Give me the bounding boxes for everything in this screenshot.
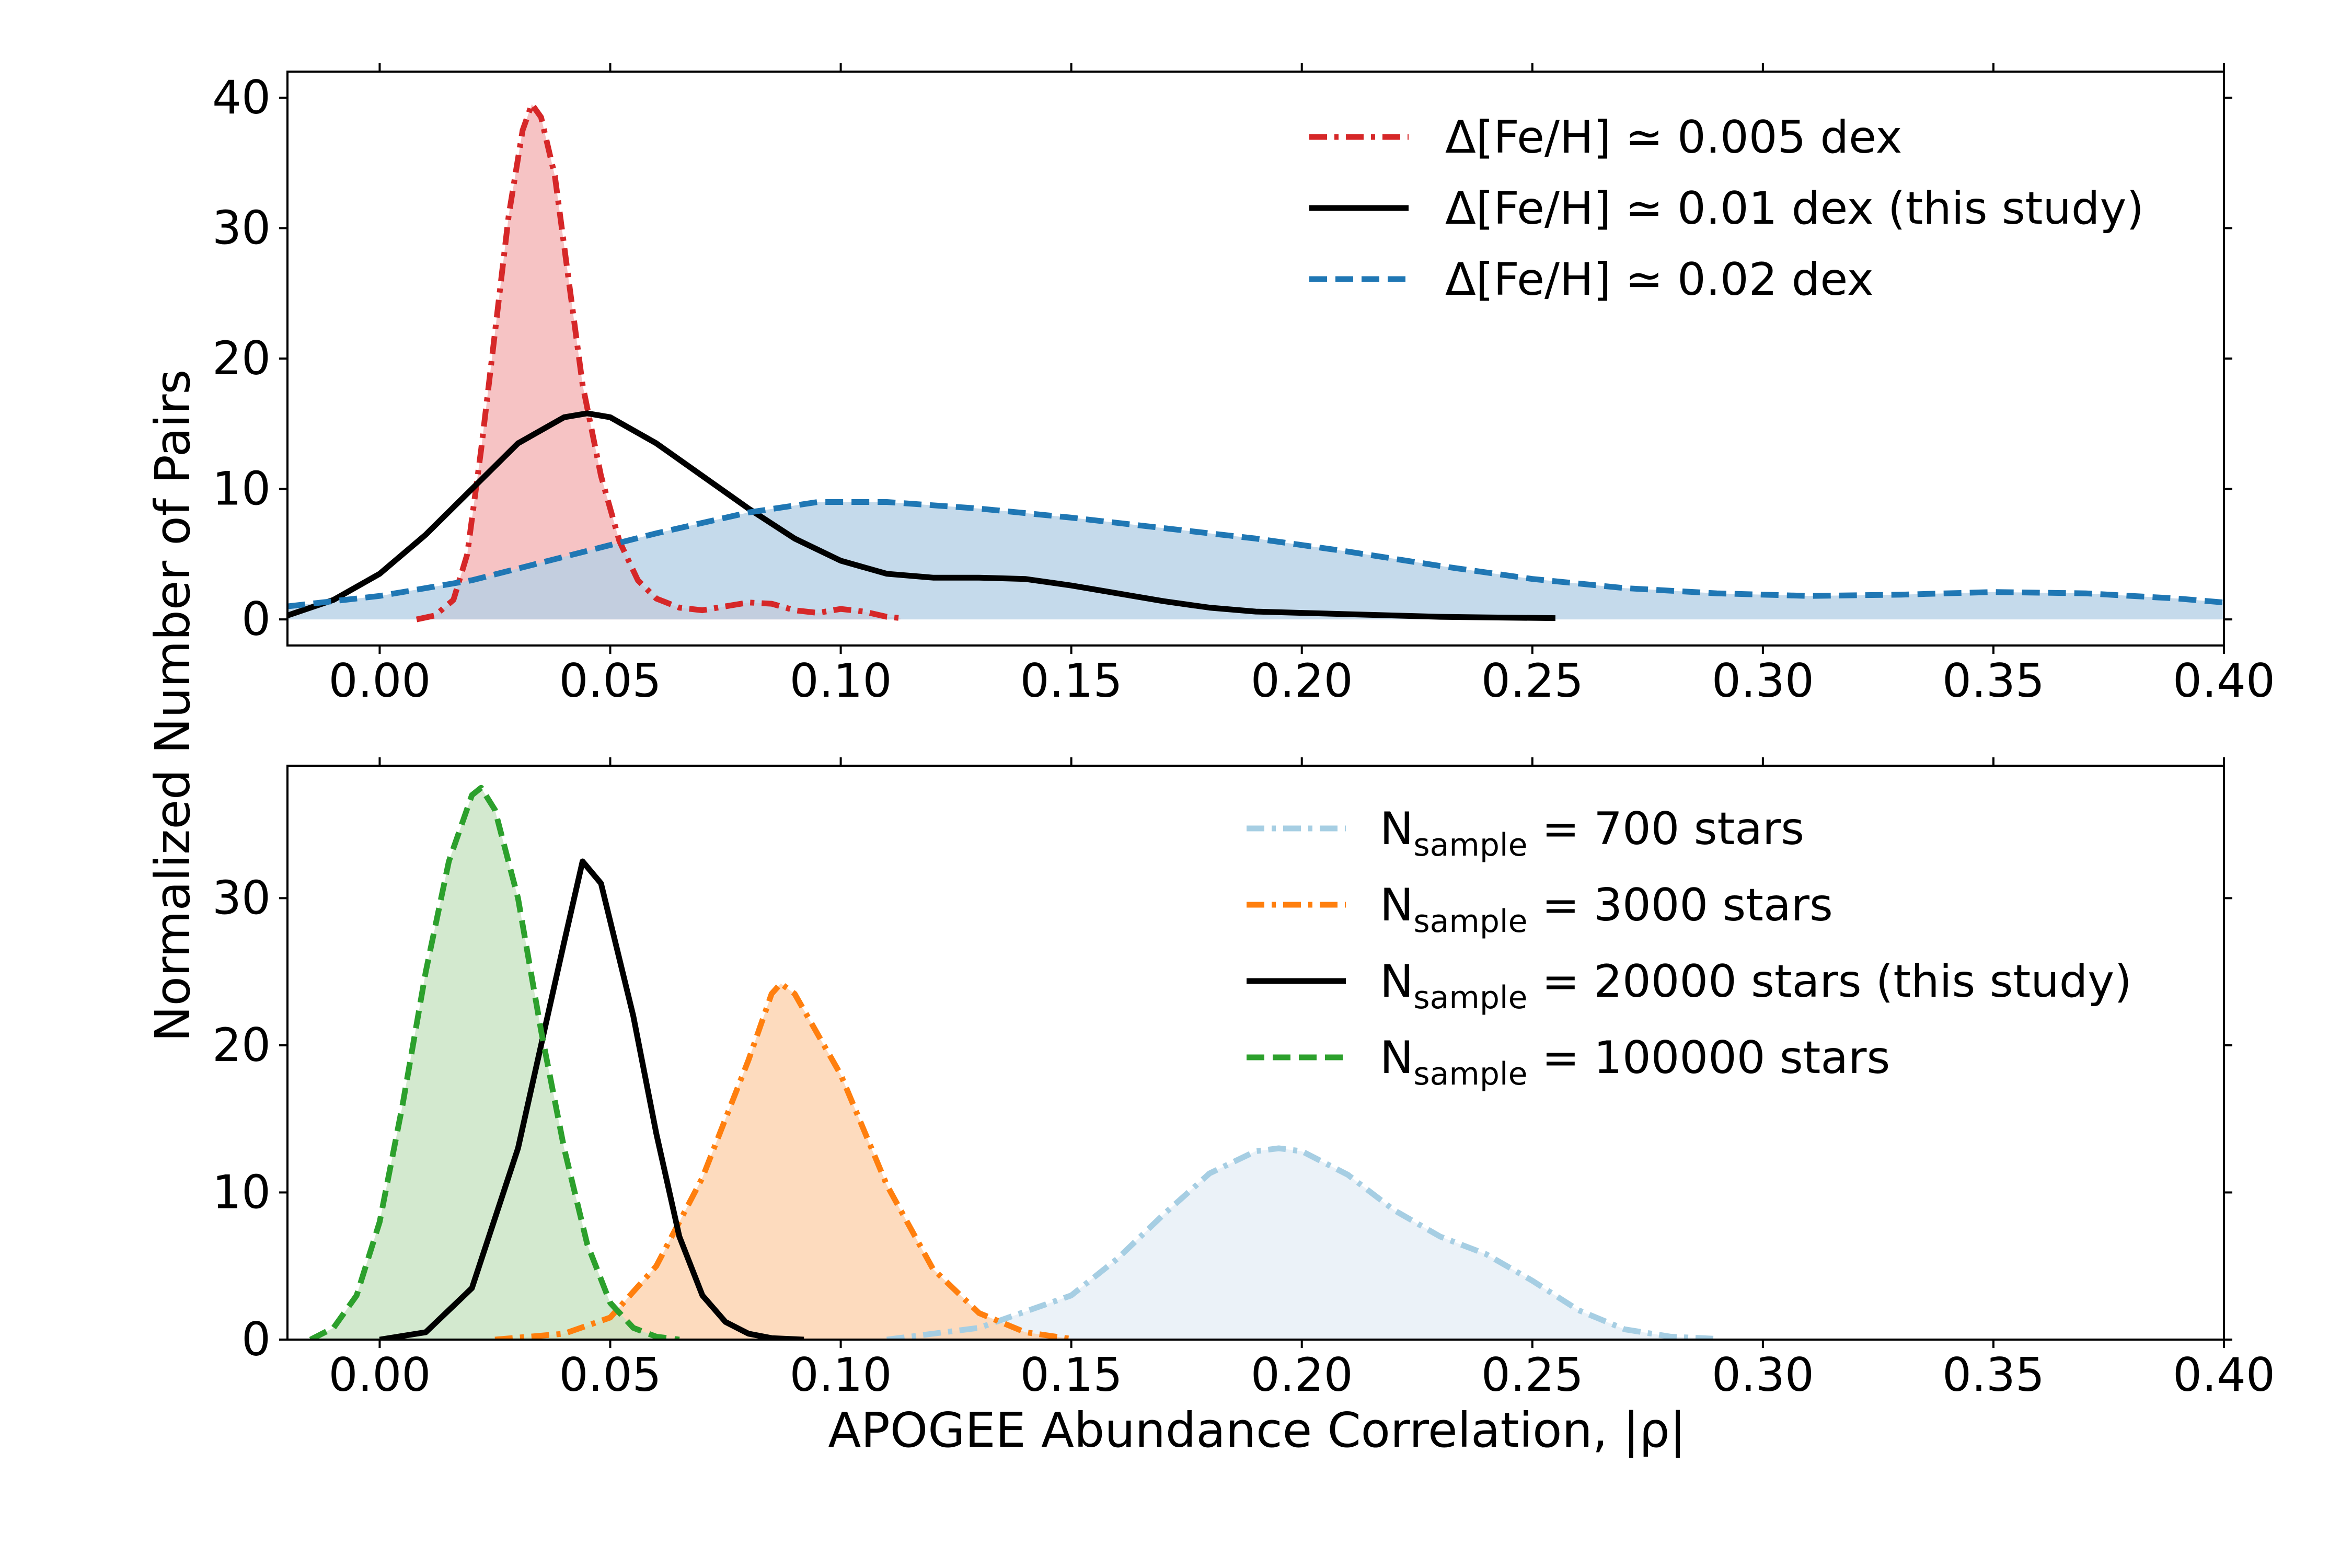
legend-label-subscript: sample [1413,827,1527,863]
x-tick-label: 0.25 [1481,654,1584,708]
legend-label-subscript: sample [1413,1056,1527,1092]
legend-label-subscript: sample [1413,979,1527,1016]
x-tick-label: 0.30 [1712,1348,1814,1402]
series-line-black [379,858,804,1340]
legend-label-green: Nsample = 100000 stars [1380,1032,1890,1092]
legend-label-rest: = 3000 stars [1528,879,1833,931]
series-fill-lightblue [886,1148,1717,1340]
y-tick-label: 20 [212,1018,271,1072]
series-line-red [416,101,901,622]
x-tick-label: 0.00 [328,1348,431,1402]
x-tick-label: 0.15 [1020,654,1123,708]
series-line-black [287,410,1555,621]
series-line-green [309,785,680,1340]
legend-label-main: N [1380,803,1413,855]
legend-label-main: Δ[Fe/H] ≃ 0.01 dex (this study) [1445,182,2144,235]
x-tick-label: 0.40 [2173,654,2275,708]
series-fill-green [310,788,679,1340]
series-fill-blue [287,502,2224,620]
y-tick-label: 0 [241,592,271,646]
y-tick-label: 10 [212,1165,271,1219]
legend-label-rest: = 100000 stars [1528,1032,1890,1084]
bottom-plot-frame [286,765,2225,1341]
y-tick-label: 30 [212,871,271,925]
top-panel: 0.00 0.05 0.10 0.15 0.20 0.25 0.30 0.35 0.40 0 10 2… [212,63,2275,708]
x-tick-label: 0.25 [1481,1348,1584,1402]
legend-label-rest: = 20000 stars (this study) [1528,955,2132,1008]
x-tick-label: 0.10 [790,1348,892,1402]
series-line-blue [287,499,2224,609]
top-legend: Δ[Fe/H] ≃ 0.005 dex Δ[Fe/H] ≃ 0.01 dex (t… [1309,111,2144,306]
series-fill-red [417,104,901,620]
x-tick-label: 0.00 [328,654,431,708]
x-tick-label: 0.30 [1712,654,1814,708]
legend-label-main: N [1380,1032,1413,1084]
x-tick-label: 0.35 [1942,1348,2045,1402]
y-tick-label: 0 [241,1312,271,1366]
legend-label-orange: Nsample = 3000 stars [1380,879,1833,940]
x-tick-label: 0.15 [1020,1348,1123,1402]
x-tick-label: 0.10 [790,654,892,708]
x-tick-label: 0.05 [559,1348,662,1402]
x-tick-label: 0.20 [1251,654,1353,708]
y-tick-label: 20 [212,331,271,385]
x-tick-label: 0.05 [559,654,662,708]
x-axis-label: APOGEE Abundance Correlation, |ρ| [828,1402,1686,1458]
legend-label-black: Δ[Fe/H] ≃ 0.01 dex (this study) [1445,182,2144,235]
y-tick-label: 30 [212,201,271,255]
x-tick-label: 0.40 [2173,1348,2275,1402]
series-fill-orange [495,983,1071,1340]
legend-label-blue: Δ[Fe/H] ≃ 0.02 dex [1445,253,1874,306]
legend-label-main: Δ[Fe/H] ≃ 0.005 dex [1445,111,1902,164]
legend-label-lightblue: Nsample = 700 stars [1380,803,1804,863]
bottom-panel: 0.00 0.05 0.10 0.15 0.20 0.25 0.30 0.35 0.40 0 10 2… [212,757,2275,1402]
legend-label-main: N [1380,879,1413,931]
legend-label-rest: = 700 stars [1528,803,1805,855]
x-tick-label: 0.20 [1251,1348,1353,1402]
legend-label-main: N [1380,955,1413,1008]
legend-label-red: Δ[Fe/H] ≃ 0.005 dex [1445,111,1902,164]
legend-label-black: Nsample = 20000 stars (this study) [1380,955,2132,1016]
y-tick-label: 40 [212,71,271,124]
x-tick-label: 0.35 [1942,654,2045,708]
legend-label-main: Δ[Fe/H] ≃ 0.02 dex [1445,253,1874,306]
legend-label-subscript: sample [1413,903,1527,940]
y-axis-label: Normalized Number of Pairs [145,370,201,1042]
y-tick-label: 10 [212,462,271,516]
